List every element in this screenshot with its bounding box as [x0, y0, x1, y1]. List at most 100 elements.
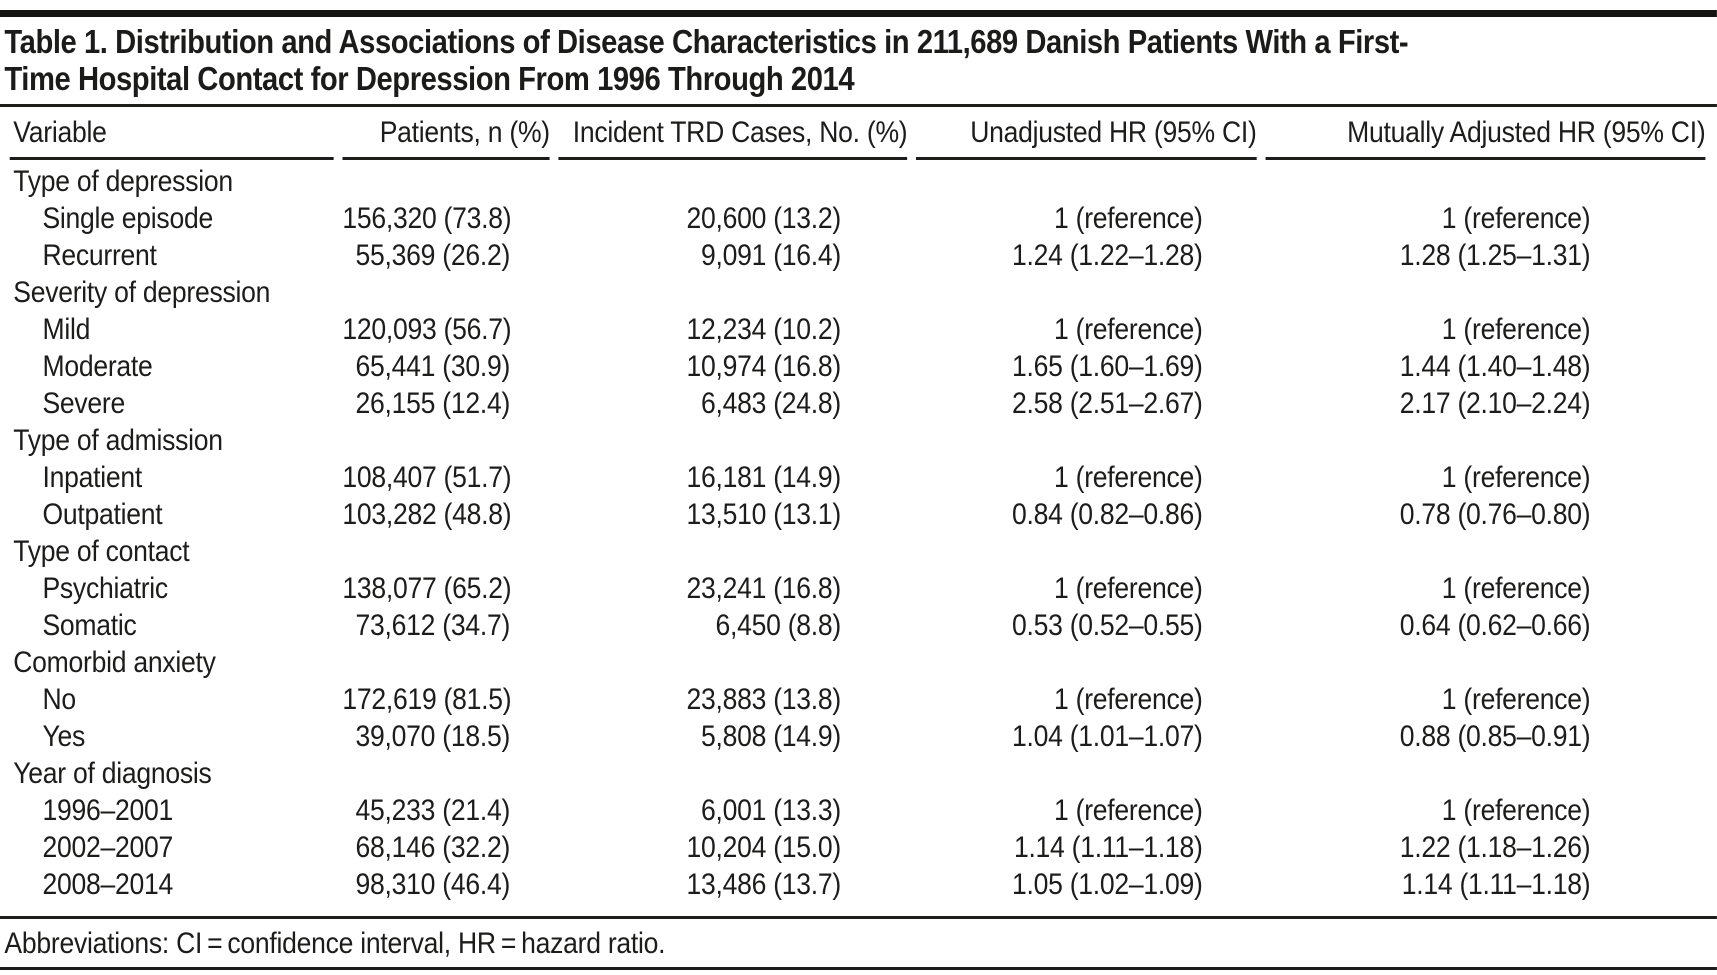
table-container: Table 1. Distribution and Associations o… — [0, 10, 1717, 970]
cell-incident-trd-cases: 23,241 (16.8) — [686, 572, 841, 605]
cell-mutually-adjusted-hr — [1265, 755, 1705, 792]
group-header-row: Comorbid anxiety — [10, 644, 1706, 681]
cell-mutually-adjusted-hr: 1 (reference) — [1441, 461, 1591, 494]
table-row: Somatic 73,612 (34.7) 6,450 (8.8) 0.53 (… — [10, 607, 1706, 644]
cell-patients: 39,070 (18.5) — [355, 720, 511, 753]
cell-patients — [342, 755, 550, 792]
cell-unadjusted-hr: 1.14 (1.11–1.18) — [1013, 831, 1203, 864]
cell-mutually-adjusted-hr: 1 (reference) — [1441, 572, 1591, 605]
cell-incident-trd-cases — [559, 422, 908, 459]
cell-mutually-adjusted-hr: 1 (reference) — [1441, 313, 1591, 346]
row-label: Mild — [42, 313, 91, 346]
cell-incident-trd-cases: 20,600 (13.2) — [686, 202, 841, 235]
table-row: Mild 120,093 (56.7) 12,234 (10.2) 1 (ref… — [10, 311, 1706, 348]
cell-incident-trd-cases — [559, 533, 908, 570]
cell-incident-trd-cases: 23,883 (13.8) — [686, 683, 841, 716]
cell-unadjusted-hr: 1 (reference) — [1054, 683, 1203, 716]
cell-incident-trd-cases: 10,974 (16.8) — [686, 350, 841, 383]
cell-mutually-adjusted-hr: 0.88 (0.85–0.91) — [1399, 720, 1591, 753]
row-label: 2008–2014 — [42, 868, 173, 901]
row-label: Severe — [42, 387, 126, 420]
row-label: No — [42, 683, 76, 716]
row-label: Severity of depression — [13, 276, 271, 309]
cell-patients: 103,282 (48.8) — [342, 498, 512, 531]
table-row: Severe 26,155 (12.4) 6,483 (24.8) 2.58 (… — [10, 385, 1706, 422]
cell-incident-trd-cases: 12,234 (10.2) — [686, 313, 841, 346]
row-label: Inpatient — [42, 461, 142, 494]
cell-mutually-adjusted-hr: 1.14 (1.11–1.18) — [1401, 868, 1591, 901]
cell-incident-trd-cases — [559, 644, 908, 681]
cell-mutually-adjusted-hr: 1.44 (1.40–1.48) — [1399, 350, 1591, 383]
cell-incident-trd-cases: 13,510 (13.1) — [686, 498, 841, 531]
group-header-row: Type of depression — [10, 160, 1706, 200]
group-header-row: Type of contact — [10, 533, 1706, 570]
table-title-line-2: Time Hospital Contact for Depression Fro… — [4, 60, 855, 97]
top-rule-thick — [0, 10, 1717, 17]
header-row: Variable Patients, n (%) Incident TRD Ca… — [9, 107, 1706, 160]
row-label: 2002–2007 — [42, 831, 173, 864]
cell-mutually-adjusted-hr: 1.22 (1.18–1.26) — [1399, 831, 1591, 864]
rule-under-title — [0, 104, 1717, 107]
row-label: 1996–2001 — [42, 794, 173, 827]
cell-incident-trd-cases: 6,450 (8.8) — [715, 609, 841, 642]
table-row: Inpatient 108,407 (51.7) 16,181 (14.9) 1… — [10, 459, 1706, 496]
cell-unadjusted-hr: 1 (reference) — [1054, 461, 1203, 494]
cell-patients: 65,441 (30.9) — [355, 350, 511, 383]
cell-unadjusted-hr: 1.04 (1.01–1.07) — [1011, 720, 1203, 753]
row-label: Single episode — [42, 202, 213, 235]
cell-patients — [342, 274, 550, 311]
cell-mutually-adjusted-hr: 1 (reference) — [1441, 683, 1591, 716]
table-title-line-1: Table 1. Distribution and Associations o… — [4, 23, 1409, 60]
cell-unadjusted-hr — [916, 533, 1256, 570]
cell-patients: 108,407 (51.7) — [342, 461, 512, 494]
cell-unadjusted-hr: 1 (reference) — [1054, 572, 1203, 605]
table-row: 1996–2001 45,233 (21.4) 6,001 (13.3) 1 (… — [10, 792, 1706, 829]
cell-incident-trd-cases: 10,204 (15.0) — [686, 831, 841, 864]
cell-mutually-adjusted-hr: 1 (reference) — [1441, 202, 1591, 235]
table-row: Psychiatric 138,077 (65.2) 23,241 (16.8)… — [10, 570, 1706, 607]
cell-incident-trd-cases: 16,181 (14.9) — [686, 461, 841, 494]
cell-mutually-adjusted-hr: 1 (reference) — [1441, 794, 1591, 827]
row-label: Comorbid anxiety — [13, 646, 216, 679]
column-header-variable: Variable — [9, 107, 334, 160]
cell-patients: 98,310 (46.4) — [355, 868, 511, 901]
cell-unadjusted-hr: 1.65 (1.60–1.69) — [1011, 350, 1203, 383]
cell-patients: 26,155 (12.4) — [355, 387, 511, 420]
cell-mutually-adjusted-hr — [1265, 160, 1705, 200]
cell-unadjusted-hr: 1.24 (1.22–1.28) — [1011, 239, 1203, 272]
column-header-incident-trd-cases: Incident TRD Cases, No. (%) — [558, 107, 908, 160]
cell-patients: 156,320 (73.8) — [342, 202, 512, 235]
table-row: Single episode 156,320 (73.8) 20,600 (13… — [10, 200, 1706, 237]
cell-unadjusted-hr: 0.84 (0.82–0.86) — [1011, 498, 1203, 531]
row-label: Yes — [42, 720, 86, 753]
row-label: Somatic — [42, 609, 137, 642]
cell-mutually-adjusted-hr: 1.28 (1.25–1.31) — [1399, 239, 1591, 272]
table-row: Outpatient 103,282 (48.8) 13,510 (13.1) … — [10, 496, 1706, 533]
cell-unadjusted-hr — [916, 274, 1256, 311]
cell-mutually-adjusted-hr — [1265, 274, 1705, 311]
cell-mutually-adjusted-hr — [1265, 533, 1705, 570]
row-label: Moderate — [42, 350, 153, 383]
cell-mutually-adjusted-hr — [1265, 644, 1705, 681]
cell-incident-trd-cases: 13,486 (13.7) — [686, 868, 841, 901]
cell-patients: 68,146 (32.2) — [355, 831, 511, 864]
cell-patients: 120,093 (56.7) — [342, 313, 512, 346]
cell-unadjusted-hr — [916, 160, 1256, 200]
cell-unadjusted-hr: 2.58 (2.51–2.67) — [1011, 387, 1203, 420]
cell-patients: 55,369 (26.2) — [355, 239, 511, 272]
cell-incident-trd-cases — [559, 274, 908, 311]
rule-above-footnote — [0, 916, 1717, 919]
table-row: Yes 39,070 (18.5) 5,808 (14.9) 1.04 (1.0… — [10, 718, 1706, 755]
cell-patients — [342, 533, 550, 570]
cell-patients — [342, 160, 550, 200]
cell-patients — [342, 422, 550, 459]
column-header-unadjusted-hr: Unadjusted HR (95% CI) — [916, 107, 1257, 160]
row-label: Type of admission — [13, 424, 223, 457]
cell-unadjusted-hr — [916, 422, 1256, 459]
cell-mutually-adjusted-hr: 2.17 (2.10–2.24) — [1399, 387, 1591, 420]
column-header-patients: Patients, n (%) — [342, 107, 550, 160]
group-header-row: Year of diagnosis — [10, 755, 1706, 792]
cell-incident-trd-cases — [559, 160, 908, 200]
group-header-row: Severity of depression — [10, 274, 1706, 311]
